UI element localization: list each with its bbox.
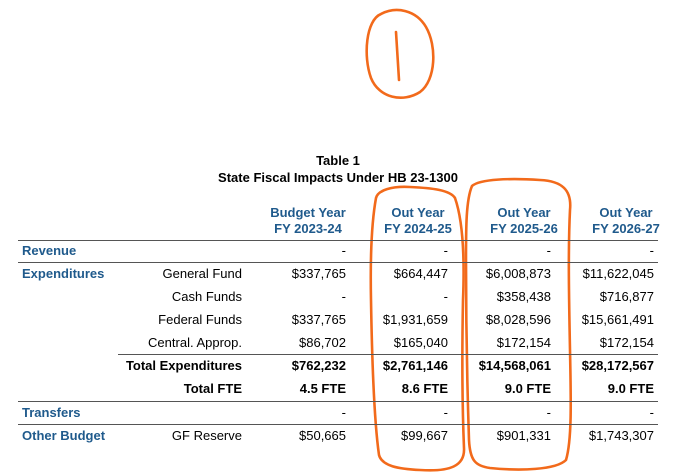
circled-number-ring [365, 8, 435, 100]
sub-label-federal-funds: Federal Funds [158, 312, 242, 327]
subtotal-rule [118, 354, 658, 355]
table-title: Table 1 [316, 153, 360, 168]
revenue-value-fy2023-24: - [341, 243, 346, 258]
circled-number-stroke [394, 30, 401, 82]
revenue-rule [18, 262, 658, 263]
row-label-revenue: Revenue [22, 243, 77, 258]
general-fund-fy2023-24: $337,765 [291, 266, 346, 281]
sub-label-gf-reserve: GF Reserve [171, 428, 242, 443]
central-approp-fy2026-27: $172,154 [599, 335, 654, 350]
total-expenditures-fy2023-24: $762,232 [291, 358, 346, 373]
transfers-fy2026-27: - [649, 405, 654, 420]
cash-funds-fy2025-26: $358,438 [496, 289, 551, 304]
central-approp-fy2025-26: $172,154 [496, 335, 551, 350]
federal-funds-fy2026-27: $15,661,491 [581, 312, 654, 327]
transfers-fy2023-24: - [341, 405, 346, 420]
cash-funds-fy2023-24: - [341, 289, 346, 304]
transfers-rule [18, 424, 658, 425]
total-expenditures-fy2025-26: $14,568,061 [478, 358, 551, 373]
federal-funds-fy2023-24: $337,765 [291, 312, 346, 327]
transfers-fy2025-26: - [546, 405, 551, 420]
cash-funds-fy2026-27: $716,877 [599, 289, 654, 304]
sub-label-total-fte: Total FTE [183, 381, 242, 396]
gf-reserve-fy2023-24: $50,665 [299, 428, 346, 443]
federal-funds-fy2025-26: $8,028,596 [485, 312, 551, 327]
central-approp-fy2023-24: $86,702 [299, 335, 346, 350]
column-header-budget-year: Budget Year FY 2023-24 [270, 205, 346, 236]
row-label-expenditures: Expenditures [22, 266, 105, 281]
sub-label-central-approp: Central. Approp. [148, 335, 242, 350]
total-fte-fy2026-27: 9.0 FTE [607, 381, 654, 396]
column-header-out-year-1: Out Year FY 2024-25 [384, 205, 452, 236]
central-approp-fy2024-25: $165,040 [393, 335, 448, 350]
table-subtitle: State Fiscal Impacts Under HB 23-1300 [218, 170, 458, 185]
total-fte-fy2024-25: 8.6 FTE [401, 381, 448, 396]
revenue-value-fy2026-27: - [649, 243, 654, 258]
general-fund-fy2026-27: $11,622,045 [582, 266, 654, 281]
revenue-value-fy2025-26: - [546, 243, 551, 258]
header-rule [18, 240, 658, 241]
total-expenditures-fy2026-27: $28,172,567 [581, 358, 654, 373]
sub-label-cash-funds: Cash Funds [171, 289, 242, 304]
column-header-out-year-2: Out Year FY 2025-26 [490, 205, 558, 236]
total-fte-fy2025-26: 9.0 FTE [504, 381, 551, 396]
column-header-out-year-3: Out Year FY 2026-27 [592, 205, 660, 236]
general-fund-fy2025-26: $6,008,873 [485, 266, 551, 281]
expenditures-rule [18, 401, 658, 402]
total-fte-fy2023-24: 4.5 FTE [299, 381, 346, 396]
total-expenditures-fy2024-25: $2,761,146 [382, 358, 448, 373]
row-label-transfers: Transfers [22, 405, 81, 420]
row-label-other-budget: Other Budget [22, 428, 106, 443]
gf-reserve-fy2026-27: $1,743,307 [588, 428, 654, 443]
transfers-fy2024-25: - [443, 405, 448, 420]
cash-funds-fy2024-25: - [443, 289, 448, 304]
sub-label-general-fund: General Fund [162, 266, 243, 281]
gf-reserve-fy2024-25: $99,667 [401, 428, 448, 443]
general-fund-fy2024-25: $664,447 [393, 266, 448, 281]
federal-funds-fy2024-25: $1,931,659 [382, 312, 448, 327]
gf-reserve-fy2025-26: $901,331 [496, 428, 551, 443]
sub-label-total-expenditures: Total Expenditures [125, 358, 242, 373]
revenue-value-fy2024-25: - [443, 243, 448, 258]
